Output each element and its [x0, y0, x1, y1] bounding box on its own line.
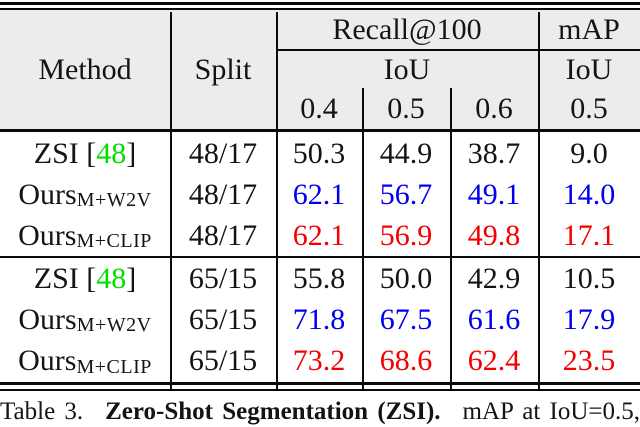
- header-bottom-rule: [0, 129, 640, 132]
- header-method: Method: [38, 52, 132, 86]
- recall-06-cell: 38.7: [467, 136, 521, 170]
- recall-04-cell: 73.2: [292, 344, 346, 377]
- recall-05-cell: 50.0: [379, 261, 433, 295]
- method-cell: Ours M+CLIP: [0, 215, 170, 256]
- column-divider-05-06: [450, 88, 452, 390]
- recall-05-cell: 56.9: [379, 218, 433, 252]
- citation-link[interactable]: 48: [96, 136, 127, 170]
- recall-04-cell: 62.1: [292, 218, 346, 252]
- method-cell: ZSI [48]: [0, 258, 170, 299]
- recall-05-cell: 44.9: [379, 136, 433, 170]
- recall-06-cell: 61.6: [467, 302, 521, 336]
- recall-06-cell: 42.9: [467, 261, 521, 295]
- recall-06-cell: 49.1: [467, 177, 521, 211]
- caption-text: mAP at IoU=0.5,: [462, 398, 640, 425]
- recall-04-cell: 71.8: [292, 302, 346, 336]
- map-05-cell: 10.5: [562, 261, 616, 295]
- recall-04-cell: 50.3: [292, 136, 346, 170]
- map-05-cell: 17.9: [562, 302, 616, 336]
- method-subscript: M+W2V: [76, 189, 152, 211]
- table-row: Ours M+W2V 65/15 71.8 67.5 61.6 17.9: [0, 299, 640, 340]
- method-label: ZSI [: [33, 136, 97, 170]
- method-subscript: M+W2V: [76, 314, 152, 336]
- method-label: Ours: [18, 344, 77, 377]
- method-label: Ours: [18, 177, 77, 211]
- method-cell: ZSI [48]: [0, 133, 170, 174]
- citation-link[interactable]: 48: [96, 261, 127, 295]
- header-iou-recall: IoU: [383, 52, 431, 86]
- method-label-suffix: ]: [126, 136, 137, 170]
- table-row: Ours M+CLIP 65/15 73.2 68.6 62.4 23.5: [0, 340, 640, 382]
- method-cell: Ours M+W2V: [0, 299, 170, 340]
- table-top-rule-1: [0, 2, 640, 5]
- recall-04-cell: 62.1: [292, 177, 346, 211]
- map-05-cell: 23.5: [562, 344, 616, 377]
- method-label: Ours: [18, 302, 77, 336]
- split-cell: 65/15: [188, 302, 258, 336]
- table-bottom-rule-1: [0, 382, 640, 385]
- caption-title: Zero-Shot Segmentation (ZSI).: [105, 398, 441, 425]
- header-iou-map: IoU: [565, 52, 613, 86]
- header-map-group: mAP: [558, 12, 620, 46]
- method-label-suffix: ]: [126, 261, 137, 295]
- method-subscript: M+CLIP: [76, 230, 152, 252]
- table-row: ZSI [48] 65/15 55.8 50.0 42.9 10.5: [0, 258, 640, 299]
- split-cell: 65/15: [188, 261, 258, 295]
- column-divider-04-05: [362, 88, 364, 390]
- column-divider-method-split: [170, 12, 172, 390]
- split-cell: 65/15: [188, 344, 258, 377]
- method-subscript: M+CLIP: [76, 356, 152, 378]
- header-recall-group: Recall@100: [332, 12, 482, 46]
- table-row: ZSI [48] 48/17 50.3 44.9 38.7 9.0: [0, 133, 640, 174]
- table-caption: Table 3. Zero-Shot Segmentation (ZSI). mAP…: [0, 397, 640, 427]
- split-cell: 48/17: [188, 136, 258, 170]
- map-05-cell: 14.0: [562, 177, 616, 211]
- header-threshold-05: 0.5: [387, 91, 425, 125]
- split-cell: 48/17: [188, 177, 258, 211]
- split-cell: 48/17: [188, 218, 258, 252]
- header-threshold-04: 0.4: [300, 91, 338, 125]
- method-cell: Ours M+CLIP: [0, 340, 170, 382]
- column-divider-split-recall: [276, 12, 278, 390]
- recall-04-cell: 55.8: [292, 261, 346, 295]
- recall-06-cell: 62.4: [467, 344, 521, 377]
- split-group-separator-rule: [0, 256, 640, 258]
- recall-05-cell: 67.5: [379, 302, 433, 336]
- table-top-rule-2: [0, 8, 640, 10]
- table-bottom-rule-2: [0, 389, 640, 391]
- recall-group-underline: [276, 49, 640, 51]
- method-cell: Ours M+W2V: [0, 174, 170, 215]
- header-threshold-06: 0.6: [475, 91, 513, 125]
- recall-05-cell: 56.7: [379, 177, 433, 211]
- header-split: Split: [194, 52, 252, 86]
- table-header-background: [0, 10, 640, 129]
- method-label: Ours: [18, 218, 77, 252]
- header-map-threshold: 0.5: [570, 91, 608, 125]
- recall-06-cell: 49.8: [467, 218, 521, 252]
- method-label: ZSI [: [33, 261, 97, 295]
- map-05-cell: 9.0: [570, 136, 608, 170]
- caption-label: Table 3.: [0, 398, 84, 425]
- recall-05-cell: 68.6: [379, 344, 433, 377]
- table-row: Ours M+W2V 48/17 62.1 56.7 49.1 14.0: [0, 174, 640, 215]
- map-05-cell: 17.1: [562, 218, 616, 252]
- column-divider-recall-map: [538, 12, 540, 390]
- table-row: Ours M+CLIP 48/17 62.1 56.9 49.8 17.1: [0, 215, 640, 256]
